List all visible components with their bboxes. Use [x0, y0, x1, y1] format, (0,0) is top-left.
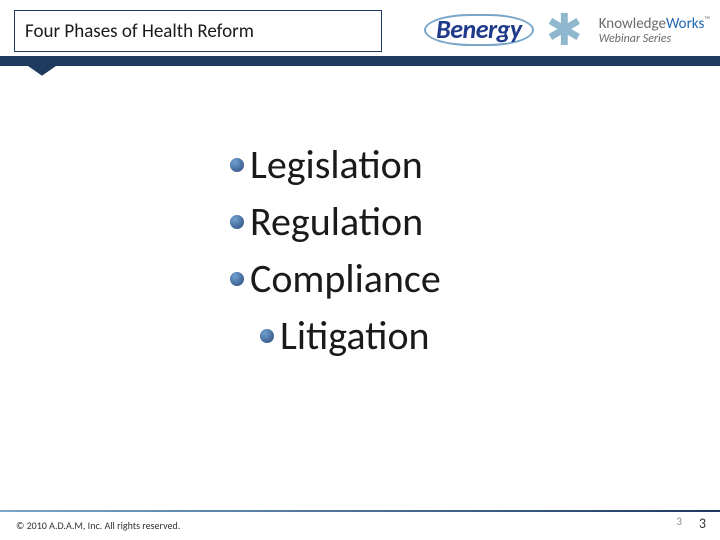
benergy-text: Benergy [424, 14, 534, 46]
list-item: Compliance [230, 254, 441, 303]
kw-tm: ™ [704, 15, 710, 25]
bullet-icon [230, 158, 244, 172]
slide: Four Phases of Health Reform Benergy ✱ K… [0, 0, 720, 540]
logo-group: Benergy ✱ KnowledgeWorks™ Webinar Series [424, 6, 710, 54]
asterisk-icon: ✱ [546, 17, 583, 43]
slide-title: Four Phases of Health Reform [25, 20, 254, 43]
page-number-small: 3 [676, 515, 682, 528]
page-number: 3 [699, 515, 706, 532]
bullet-icon [230, 215, 244, 229]
copyright: © 2010 A.D.A.M, Inc. All rights reserved… [16, 519, 180, 532]
bullet-text: Legislation [250, 140, 423, 189]
bullet-text: Regulation [250, 197, 423, 246]
benergy-logo: Benergy [424, 14, 534, 46]
kw-works: Works [666, 15, 704, 33]
kw-subtitle: Webinar Series [599, 33, 710, 45]
knowledgeworks-logo: KnowledgeWorks™ Webinar Series [599, 16, 710, 45]
list-item: Legislation [230, 140, 441, 189]
kw-knowledge: Knowledge [599, 15, 666, 33]
header: Four Phases of Health Reform Benergy ✱ K… [0, 0, 720, 62]
bullet-text: Litigation [280, 311, 430, 360]
title-box: Four Phases of Health Reform [14, 10, 382, 52]
footer: © 2010 A.D.A.M, Inc. All rights reserved… [0, 506, 720, 540]
header-notch [28, 66, 56, 76]
bullet-icon [230, 272, 244, 286]
bullet-text: Compliance [250, 254, 441, 303]
bullet-icon [260, 329, 274, 343]
bullet-list: Legislation Regulation Compliance Litiga… [230, 140, 441, 368]
list-item: Regulation [230, 197, 441, 246]
kw-line1: KnowledgeWorks™ [599, 16, 710, 32]
header-rule [0, 56, 720, 66]
list-item: Litigation [260, 311, 441, 360]
